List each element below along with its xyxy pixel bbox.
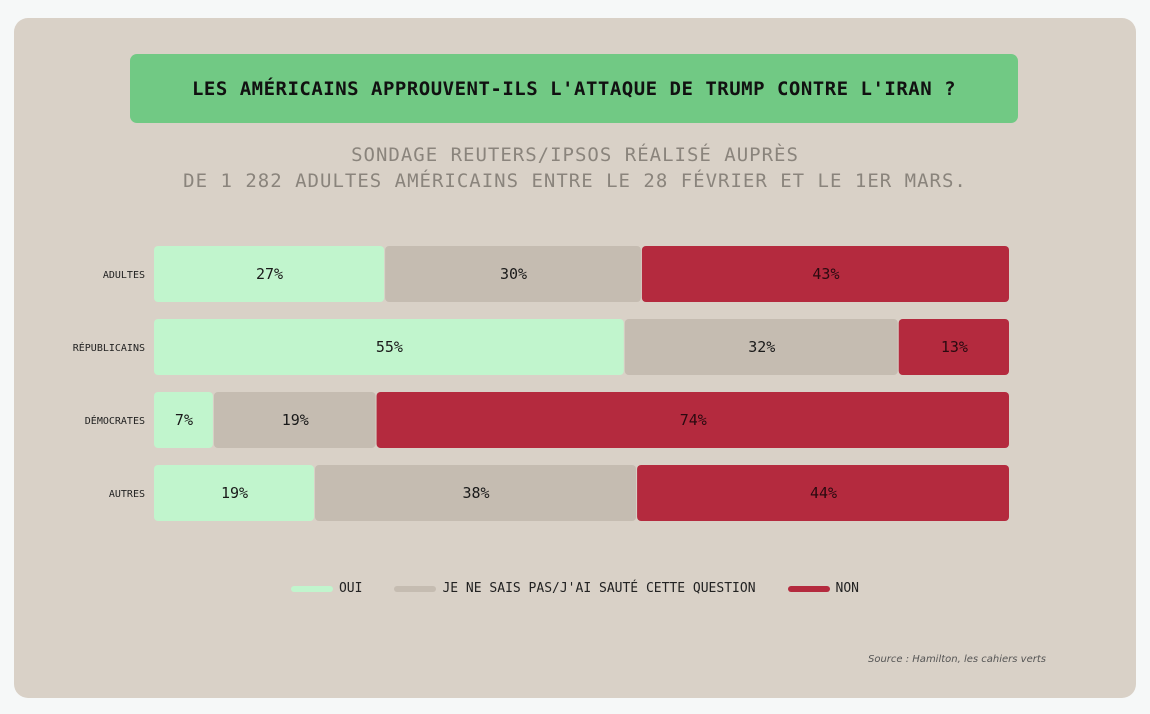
- data-label-democrates-non: 74%: [680, 411, 707, 429]
- title-banner: LES AMÉRICAINS APPROUVENT-ILS L'ATTAQUE …: [130, 54, 1018, 123]
- data-label-adultes-nsp: 30%: [500, 265, 527, 283]
- category-label-autres: AUTRES: [109, 489, 145, 500]
- source-note: Source : Hamilton, les cahiers verts: [868, 654, 1046, 665]
- bar-republicains-nsp: [624, 319, 898, 375]
- data-label-republicains-nsp: 32%: [748, 338, 775, 356]
- bar-democrates-oui: [154, 392, 213, 448]
- category-label-democrates: DÉMOCRATES: [85, 414, 145, 427]
- legend-item-non: NON: [787, 581, 860, 596]
- bar-adultes-nsp: [385, 246, 641, 302]
- bar-adultes-non: [641, 246, 1009, 302]
- bar-democrates-nsp: [213, 392, 376, 448]
- data-label-democrates-oui: 7%: [175, 411, 193, 429]
- chart-title: LES AMÉRICAINS APPROUVENT-ILS L'ATTAQUE …: [191, 77, 957, 100]
- chart-subtitle-line-1: SONDAGE REUTERS/IPSOS RÉALISÉ AUPRÈS: [351, 144, 799, 166]
- legend-item-oui: OUI: [290, 581, 363, 596]
- data-label-adultes-non: 43%: [812, 265, 839, 283]
- legend-item-nsp: JE NE SAIS PAS/J'AI SAUTÉ CETTE QUESTION: [394, 581, 756, 596]
- category-label-adultes: ADULTES: [103, 270, 145, 281]
- legend-swatch-non: [787, 585, 830, 592]
- bar-adultes-oui: [154, 246, 385, 302]
- legend-label-non: NON: [835, 581, 860, 596]
- data-label-adultes-oui: 27%: [256, 265, 283, 283]
- bar-autres-non: [637, 465, 1009, 521]
- legend-label-nsp: JE NE SAIS PAS/J'AI SAUTÉ CETTE QUESTION: [442, 581, 756, 596]
- bar-autres-oui: [154, 465, 315, 521]
- category-label-republicains: RÉPUBLICAINS: [73, 341, 145, 354]
- data-label-republicains-non: 13%: [941, 338, 968, 356]
- bar-republicains-oui: [154, 319, 624, 375]
- bar-republicains-non: [898, 319, 1009, 375]
- data-label-republicains-oui: 55%: [376, 338, 403, 356]
- legend: OUI JE NE SAIS PAS/J'AI SAUTÉ CETTE QUES…: [14, 581, 1136, 596]
- stacked-bar-chart: ADULTES 27% 30% 43% RÉPUBLICAINS 55% 32% 13% DÉM…: [73, 246, 1009, 521]
- data-label-autres-nsp: 38%: [463, 484, 490, 502]
- bar-autres-nsp: [315, 465, 637, 521]
- data-label-democrates-nsp: 19%: [282, 411, 309, 429]
- data-label-autres-non: 44%: [810, 484, 837, 502]
- data-label-autres-oui: 19%: [221, 484, 248, 502]
- chart-subtitle-line-2: DE 1 282 ADULTES AMÉRICAINS ENTRE LE 28 …: [183, 170, 967, 192]
- legend-label-oui: OUI: [338, 581, 363, 596]
- bar-democrates-non: [376, 392, 1009, 448]
- chart-card: LES AMÉRICAINS APPROUVENT-ILS L'ATTAQUE …: [14, 18, 1136, 698]
- legend-swatch-nsp: [394, 585, 437, 592]
- legend-swatch-oui: [290, 585, 333, 592]
